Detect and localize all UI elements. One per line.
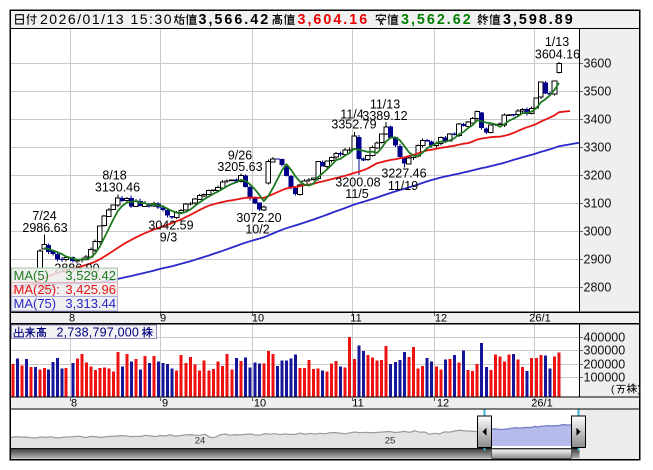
svg-text:3352.79: 3352.79 (331, 118, 376, 132)
svg-text:3,604.16: 3,604.16 (298, 12, 370, 28)
svg-text:3,598.89: 3,598.89 (503, 12, 575, 28)
svg-text:(: ( (611, 384, 615, 396)
svg-text:MA(75): MA(75) (14, 296, 57, 311)
svg-text:2986.63: 2986.63 (22, 221, 67, 235)
svg-text:25: 25 (385, 436, 396, 447)
svg-text:9: 9 (160, 312, 166, 324)
svg-text:3400: 3400 (584, 113, 612, 127)
svg-text:400000: 400000 (584, 331, 626, 345)
svg-text:3130.46: 3130.46 (95, 180, 140, 194)
svg-text:11/19: 11/19 (388, 179, 418, 193)
svg-text:2900: 2900 (584, 253, 612, 267)
svg-text:11/5: 11/5 (345, 187, 368, 201)
svg-text:MA(25):: MA(25): (14, 282, 60, 297)
svg-text:10: 10 (254, 397, 266, 409)
svg-text:1/13: 1/13 (545, 35, 569, 49)
svg-text:11: 11 (352, 397, 363, 409)
svg-text:8: 8 (69, 312, 75, 324)
svg-text:3200.08: 3200.08 (335, 175, 380, 189)
svg-text:2800: 2800 (584, 281, 612, 295)
svg-text:100000: 100000 (584, 371, 626, 385)
svg-text:3,313.44: 3,313.44 (65, 296, 116, 311)
svg-text:3389.12: 3389.12 (362, 109, 407, 123)
svg-text:26/1: 26/1 (531, 397, 552, 409)
svg-text:3,529.42: 3,529.42 (65, 268, 116, 283)
svg-text:10: 10 (252, 312, 264, 324)
svg-text:9: 9 (162, 397, 168, 409)
svg-text:3100: 3100 (584, 197, 612, 211)
svg-text:3200: 3200 (584, 169, 612, 183)
svg-text:3000: 3000 (584, 225, 612, 239)
svg-text:3,562.62: 3,562.62 (401, 12, 473, 28)
svg-text:3600: 3600 (584, 57, 612, 71)
svg-text:7/24: 7/24 (32, 209, 56, 223)
svg-text:12: 12 (435, 312, 447, 324)
svg-text:11/4: 11/4 (340, 107, 363, 121)
svg-text:12: 12 (437, 397, 449, 409)
svg-text:3227.46: 3227.46 (381, 166, 426, 180)
svg-text:3072.20: 3072.20 (236, 211, 281, 225)
svg-text:3042.59: 3042.59 (148, 218, 193, 232)
svg-text:10/2: 10/2 (245, 222, 269, 236)
svg-text:3205.63: 3205.63 (217, 160, 262, 174)
svg-text:24: 24 (195, 436, 206, 447)
svg-text:9/26: 9/26 (228, 148, 252, 162)
svg-text:3,566.42: 3,566.42 (199, 12, 271, 28)
svg-text:200000: 200000 (584, 358, 626, 372)
svg-text:26/1: 26/1 (529, 312, 550, 324)
svg-text:300000: 300000 (584, 344, 626, 358)
svg-text:11/13: 11/13 (370, 97, 400, 111)
svg-text:2026/01/13 15:30: 2026/01/13 15:30 (40, 11, 173, 27)
svg-text:11: 11 (350, 312, 361, 324)
svg-text:): ) (638, 384, 642, 396)
svg-text:MA(5): MA(5) (14, 268, 49, 283)
svg-text:8: 8 (71, 397, 77, 409)
svg-text:3300: 3300 (584, 141, 612, 155)
svg-text:3500: 3500 (584, 85, 612, 99)
svg-text:9/3: 9/3 (160, 230, 177, 244)
svg-text:3604.16: 3604.16 (535, 48, 580, 62)
svg-text:2,738,797,000: 2,738,797,000 (57, 325, 140, 339)
svg-text:3,425.96: 3,425.96 (65, 282, 116, 297)
svg-text:8/18: 8/18 (102, 168, 126, 182)
